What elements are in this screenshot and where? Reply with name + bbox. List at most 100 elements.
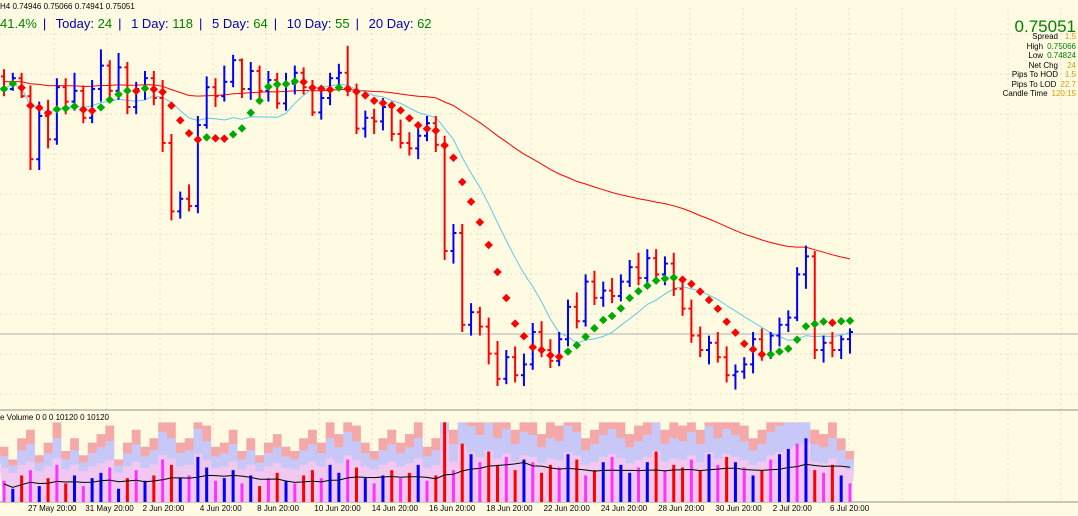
trend-dot <box>61 104 70 113</box>
trend-dot <box>554 352 564 362</box>
trend-dot <box>634 286 643 296</box>
ohlc-bar <box>582 274 589 327</box>
ohlc-bars <box>1 45 853 390</box>
info-row-candle-time: Candle Time 120:15 <box>1002 89 1076 98</box>
trend-dot <box>819 317 828 326</box>
ohlc-bar <box>556 332 563 367</box>
ohlc-bar <box>468 303 475 336</box>
trend-dot <box>810 319 819 329</box>
ohlc-bar <box>609 278 616 304</box>
ohlc-bar <box>829 332 836 358</box>
x-axis-label: 31 May 20:00 <box>85 504 134 513</box>
fast-moving-average <box>3 83 851 344</box>
trend-dot <box>290 77 300 86</box>
trend-dot <box>0 84 9 94</box>
trend-dot <box>70 102 79 111</box>
trend-dot <box>704 295 714 305</box>
range-stats: 41.4% | Today: 24 | 1 Day: 118 | 5 Day: 64 |… <box>0 16 432 31</box>
ohlc-bar <box>732 364 739 390</box>
x-axis-label: 28 Jun 20:00 <box>658 504 705 513</box>
volume-average-line <box>3 461 851 488</box>
trend-dot <box>493 267 502 277</box>
ohlc-bar <box>203 76 210 129</box>
trend-dot <box>378 98 388 108</box>
ohlc-bar <box>371 108 378 134</box>
trend-dot <box>722 317 731 327</box>
ohlc-bar <box>318 89 325 120</box>
day5-value: 64 <box>253 16 268 31</box>
trend-dot <box>396 106 405 115</box>
ohlc-bar <box>415 126 422 160</box>
ohlc-bar <box>177 191 184 219</box>
ohlc-bar <box>45 99 52 149</box>
info-row-high: High 0.75066 <box>1026 41 1076 51</box>
trend-dot <box>528 342 537 352</box>
trend-dot <box>123 86 132 96</box>
ohlc-bar <box>635 252 642 286</box>
ohlc-bar <box>785 310 792 332</box>
trend-dot <box>149 84 159 94</box>
day20-label: 20 Day: <box>368 16 414 31</box>
trend-dot <box>255 96 264 106</box>
info-row-low: Low 0.74824 <box>1028 51 1076 60</box>
volume-low-band <box>0 433 855 502</box>
info-row-spread: Spread 1.5 <box>1032 32 1076 41</box>
trend-dot <box>431 126 441 135</box>
x-axis-label: 30 Jun 20:00 <box>715 504 762 513</box>
trend-dot <box>519 331 529 341</box>
x-axis-label: 24 Jun 20:00 <box>600 504 648 513</box>
trend-dot <box>537 345 546 355</box>
current-price: 0.75051 <box>1014 17 1076 36</box>
trend-dot <box>581 332 590 342</box>
day20-value: 62 <box>417 16 432 31</box>
ohlc-bar <box>820 335 827 363</box>
trend-dot <box>343 84 352 94</box>
ohlc-bar <box>697 326 704 358</box>
trend-dot <box>158 87 167 97</box>
trend-dot <box>228 130 238 139</box>
trend-dot <box>713 304 723 314</box>
trend-dot <box>440 141 449 150</box>
separator: | <box>199 16 203 31</box>
trend-dot <box>96 103 106 112</box>
x-axis-label: 2 Jun 20:00 <box>142 504 185 513</box>
ohlc-bar <box>644 249 651 284</box>
x-axis-label: 8 Jun 20:00 <box>257 504 299 513</box>
ohlc-bar <box>36 101 43 170</box>
trend-dot <box>325 85 335 94</box>
day10-value: 55 <box>335 16 350 31</box>
volume-label: e Volume 0 0 0 10120 0 10120 <box>0 413 109 422</box>
trend-dot <box>114 90 123 99</box>
ohlc-bar <box>450 224 457 264</box>
trend-dot <box>801 322 811 331</box>
trend-dot <box>757 350 767 359</box>
trend-dot <box>466 197 476 207</box>
ohlc-bar <box>238 58 245 98</box>
day5-label: 5 Day: <box>212 16 250 31</box>
trend-dot <box>131 86 141 96</box>
trend-dot <box>784 344 793 354</box>
ohlc-bar <box>573 292 580 329</box>
ohlc-bar <box>565 299 571 347</box>
ohlc-bar <box>706 335 712 365</box>
trend-dot <box>237 124 247 133</box>
trend-dot <box>687 279 696 289</box>
trend-dot <box>361 91 370 100</box>
trend-dot <box>502 293 511 303</box>
ohlc-bar <box>133 81 140 115</box>
ohlc-bar <box>80 85 87 124</box>
ohlc-bar <box>838 335 845 359</box>
trend-dot <box>26 101 35 110</box>
trend-dot <box>334 83 344 92</box>
ohlc-bar <box>802 245 809 289</box>
chart-title: H4 0.74946 0.75066 0.74941 0.75051 <box>0 2 135 11</box>
trend-dot <box>167 101 176 110</box>
trend-dot <box>590 323 599 333</box>
separator: | <box>355 16 360 31</box>
ohlc-bar <box>653 249 660 282</box>
separator: | <box>118 16 122 31</box>
ohlc-bar <box>476 306 483 336</box>
trend-dot <box>546 351 555 360</box>
